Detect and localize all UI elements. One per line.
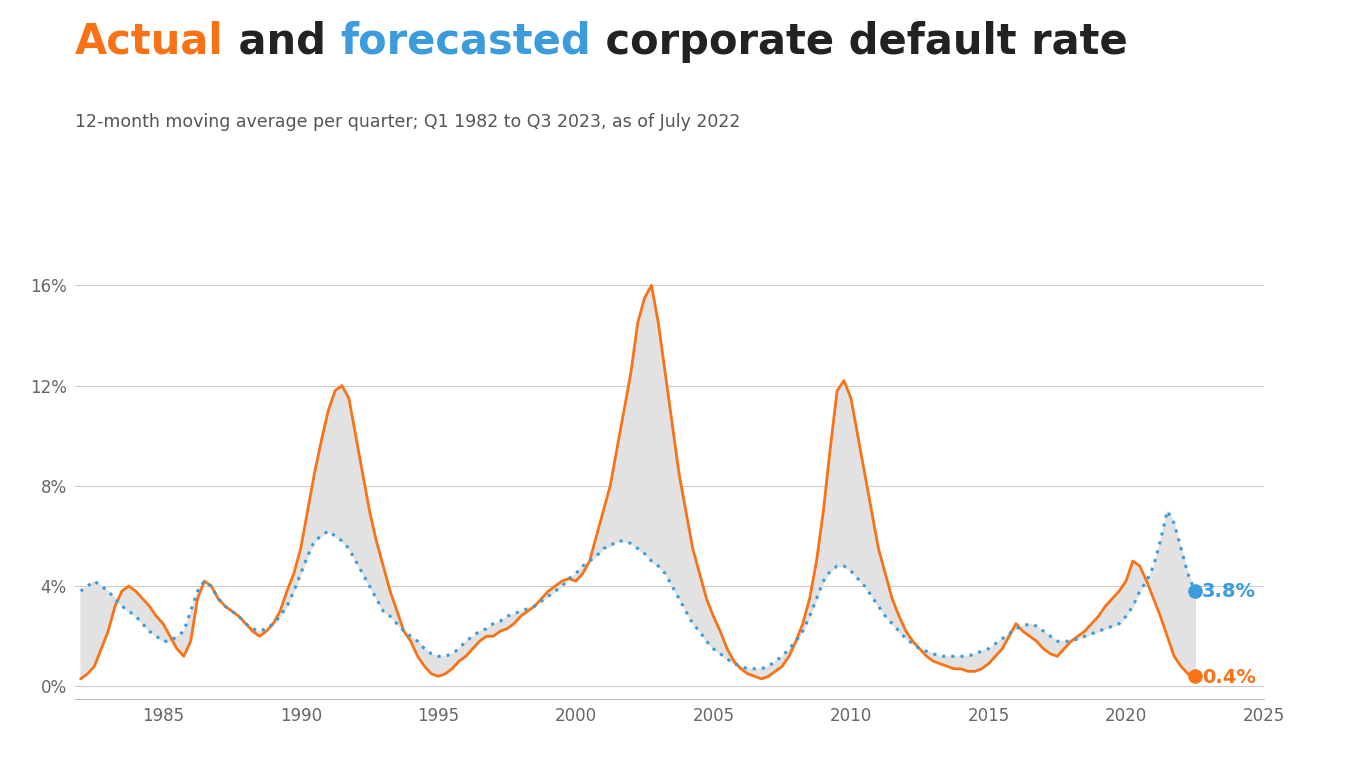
Point bbox=[1184, 585, 1206, 598]
Text: and: and bbox=[224, 21, 340, 63]
Text: 0.4%: 0.4% bbox=[1202, 668, 1255, 687]
Text: 12-month moving average per quarter; Q1 1982 to Q3 2023, as of July 2022: 12-month moving average per quarter; Q1 … bbox=[75, 113, 740, 131]
Text: corporate default rate: corporate default rate bbox=[591, 21, 1128, 63]
Text: Actual: Actual bbox=[75, 21, 224, 63]
Point bbox=[1184, 670, 1206, 683]
Text: forecasted: forecasted bbox=[340, 21, 591, 63]
Text: 3.8%: 3.8% bbox=[1202, 581, 1255, 601]
